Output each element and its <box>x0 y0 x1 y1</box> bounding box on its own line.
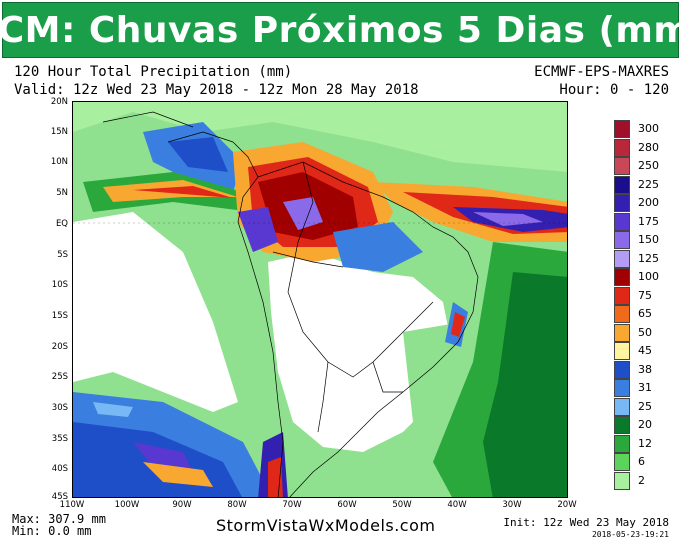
lat-label: 15N <box>50 127 68 137</box>
legend-swatch <box>614 416 630 434</box>
lon-label: 70W <box>282 500 302 510</box>
legend-swatch <box>614 231 630 249</box>
legend-swatch <box>614 194 630 212</box>
legend-label: 6 <box>638 455 645 468</box>
legend-swatch <box>614 323 630 342</box>
legend-label: 250 <box>638 159 659 172</box>
legend-label: 125 <box>638 251 659 265</box>
legend-label: 25 <box>638 399 652 413</box>
lon-label: 30W <box>502 500 522 510</box>
lat-label: 15S <box>51 311 68 321</box>
legend-swatch <box>614 175 630 194</box>
legend-label: 280 <box>638 140 659 154</box>
lon-label: 60W <box>337 500 357 510</box>
min-value: Min: 0.0 mm <box>12 524 92 538</box>
legend-label: 150 <box>638 233 659 246</box>
legend-label: 65 <box>638 307 652 320</box>
legend-label: 225 <box>638 177 659 191</box>
lat-label: 35S <box>51 434 68 444</box>
precipitation-map <box>72 101 568 498</box>
legend-swatch <box>614 286 630 305</box>
lat-label: 10S <box>51 280 68 290</box>
valid-period: Valid: 12z Wed 23 May 2018 - 12z Mon 28 … <box>14 82 419 98</box>
lat-label: 5N <box>56 188 68 198</box>
legend-swatch <box>614 268 630 286</box>
legend-label: 300 <box>638 122 659 135</box>
lat-label: 10N <box>50 157 68 167</box>
lat-label: 5S <box>57 250 68 260</box>
lon-label: 110W <box>59 500 85 510</box>
legend-label: 20 <box>638 418 652 431</box>
legend-label: 75 <box>638 288 652 302</box>
legend-swatch <box>614 471 630 490</box>
legend-label: 200 <box>638 196 659 209</box>
legend-swatch <box>614 138 630 157</box>
legend-label: 175 <box>638 214 659 228</box>
legend-swatch <box>614 342 630 360</box>
title-banner: ECM: Chuvas Próximos 5 Dias (mm) <box>0 2 683 58</box>
model-name: ECMWF-EPS-MAXRES <box>534 64 669 80</box>
legend-label: 45 <box>638 344 652 357</box>
banner-title: ECM: Chuvas Próximos 5 Dias (mm) <box>0 9 683 51</box>
lon-label: 100W <box>114 500 140 510</box>
legend-label: 100 <box>638 270 659 283</box>
generated-time: 2018-05-23-19:21 <box>591 530 669 539</box>
legend-label: 2 <box>638 473 645 487</box>
lon-label: 80W <box>227 500 247 510</box>
forecast-hours: Hour: 0 - 120 <box>559 82 669 98</box>
legend-swatch <box>614 120 630 138</box>
lat-label: 40S <box>51 464 68 474</box>
lon-label: 50W <box>392 500 412 510</box>
lat-label: 20S <box>51 342 68 352</box>
legend-label: 38 <box>638 362 652 376</box>
lat-label: EQ <box>55 219 68 229</box>
site-credit: StormVistaWxModels.com <box>216 516 436 535</box>
legend-label: 50 <box>638 325 652 339</box>
legend-label: 31 <box>638 381 652 394</box>
legend-swatch <box>614 453 630 471</box>
lat-label: 25S <box>51 372 68 382</box>
legend-swatch <box>614 305 630 323</box>
lon-label: 20W <box>557 500 577 510</box>
legend-label: 12 <box>638 436 652 450</box>
lon-label: 90W <box>172 500 192 510</box>
legend-swatch <box>614 249 630 268</box>
lat-label: 45S <box>51 492 68 502</box>
lon-label: 40W <box>447 500 467 510</box>
legend-swatch <box>614 379 630 397</box>
legend-swatch <box>614 360 630 379</box>
lat-label: 30S <box>51 403 68 413</box>
product-title: 120 Hour Total Precipitation (mm) <box>14 64 293 80</box>
max-value: Max: 307.9 mm <box>12 512 106 526</box>
legend-swatch <box>614 157 630 175</box>
legend-swatch <box>614 397 630 416</box>
precipitation-field <box>73 102 567 497</box>
lat-label: 20N <box>50 97 68 107</box>
init-time: Init: 12z Wed 23 May 2018 <box>503 516 669 529</box>
legend-swatch <box>614 434 630 453</box>
legend-swatch <box>614 212 630 231</box>
